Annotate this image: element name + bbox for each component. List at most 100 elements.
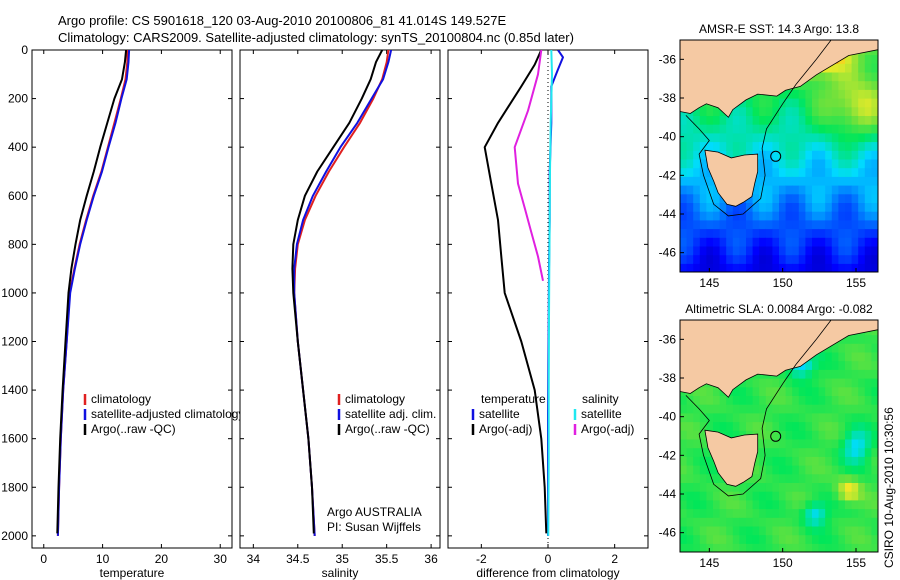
map-cell — [785, 193, 793, 203]
map-cell — [812, 351, 820, 362]
series-line-sal_argo — [513, 50, 544, 282]
map-cell — [719, 404, 727, 414]
map-cell — [864, 517, 872, 527]
map-cell — [686, 158, 694, 169]
map-cell — [779, 237, 787, 247]
map-cell — [732, 421, 740, 431]
map-cell — [779, 447, 787, 457]
map-cell — [699, 491, 707, 501]
difference-legend: temperature salinitysatelliteArgo(-adj)sa… — [471, 392, 634, 436]
map-cell — [831, 254, 839, 264]
map-cell — [838, 254, 846, 264]
map-cell — [785, 150, 793, 160]
map-cell — [792, 525, 800, 536]
map-cell — [785, 219, 793, 230]
map-cell — [765, 202, 773, 212]
map-cell — [845, 386, 853, 396]
map-cell — [693, 150, 701, 160]
series-line-sal_satellite — [547, 50, 553, 536]
map-cell — [805, 202, 813, 212]
map-cell — [706, 482, 714, 492]
x-tick-label: 145 — [699, 276, 719, 290]
map-cell — [706, 543, 714, 552]
map-cell — [693, 534, 701, 544]
map-cell — [851, 106, 859, 116]
map-cell — [831, 430, 839, 440]
map-cell — [825, 543, 833, 552]
map-cell — [864, 141, 872, 151]
map-cell — [752, 237, 760, 247]
map-cell — [680, 517, 688, 527]
map-cell — [792, 517, 800, 527]
map-cell — [772, 421, 780, 431]
map-cell — [812, 525, 820, 536]
map-cell — [805, 115, 813, 125]
map-cell — [713, 115, 721, 125]
map-cell — [719, 412, 727, 423]
float-position-marker — [770, 150, 782, 162]
map-cell — [693, 228, 701, 238]
map-cell — [818, 473, 826, 483]
map-cell — [726, 219, 734, 230]
map-cell — [838, 219, 846, 230]
map-cell — [706, 237, 714, 247]
map-cell — [858, 80, 866, 90]
x-tick-label: 145 — [699, 556, 719, 570]
map-cell — [864, 124, 872, 134]
map-cell — [686, 456, 694, 466]
map-cell — [772, 378, 780, 388]
map-cell — [746, 254, 754, 264]
map-cell — [772, 412, 780, 423]
map-cell — [805, 193, 813, 203]
map-cell — [831, 421, 839, 431]
map-cell — [752, 211, 760, 221]
map-cell — [693, 465, 701, 475]
map-cell — [759, 132, 767, 143]
map-cell — [752, 193, 760, 203]
map-cell — [845, 228, 853, 238]
map-cell — [805, 412, 813, 423]
map-cell — [798, 176, 806, 186]
map-cell — [792, 412, 800, 423]
map-cell — [779, 404, 787, 414]
map-cell — [772, 525, 780, 536]
map-cell — [825, 115, 833, 125]
map-cell — [752, 534, 760, 544]
map-cell — [752, 543, 760, 552]
map-cell — [686, 202, 694, 212]
map-cell — [732, 115, 740, 125]
y-tick-label: -38 — [659, 91, 677, 105]
map-cell — [798, 482, 806, 492]
map-cell — [845, 447, 853, 457]
map-cell — [805, 386, 813, 396]
map-cell — [805, 438, 813, 449]
map-cell — [792, 98, 800, 108]
map-cell — [831, 202, 839, 212]
map-cell — [871, 386, 878, 396]
map-cell — [719, 263, 727, 272]
map-cell — [686, 412, 694, 423]
map-cell — [878, 176, 885, 185]
map-cell — [699, 132, 707, 143]
map-cell — [812, 534, 820, 544]
map-cell — [713, 124, 721, 134]
map-cell — [864, 386, 872, 396]
map-cell — [759, 517, 767, 527]
map-cell — [772, 456, 780, 466]
map-cell — [699, 482, 707, 492]
map-cell — [765, 254, 773, 264]
map-cell — [851, 447, 859, 457]
map-cell — [739, 412, 747, 423]
tasmania-island — [704, 429, 759, 487]
map-cell — [838, 386, 846, 396]
map-cell — [851, 193, 859, 203]
map-cell — [812, 447, 820, 457]
map-cell — [706, 534, 714, 544]
map-cell — [864, 491, 872, 501]
map-cell — [772, 447, 780, 457]
map-cell — [838, 193, 846, 203]
map-cell — [686, 254, 694, 264]
map-cell — [805, 237, 813, 247]
map-cell — [878, 98, 885, 107]
map-cell — [838, 465, 846, 475]
